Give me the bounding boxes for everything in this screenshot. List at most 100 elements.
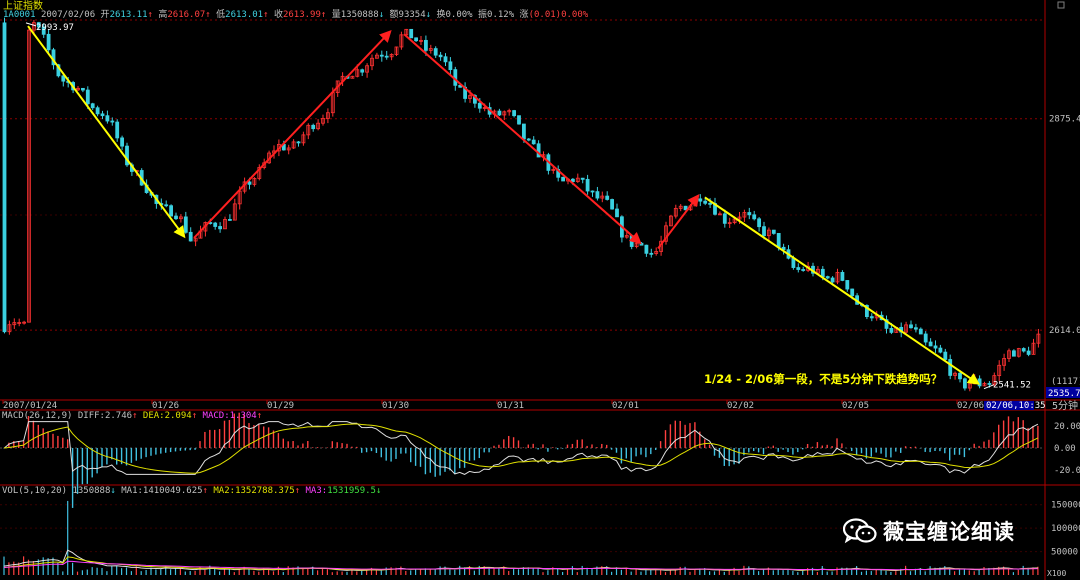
- candle-body: [257, 167, 262, 179]
- candle: [306, 123, 311, 140]
- candle: [193, 237, 198, 247]
- date-label: 02/01: [612, 401, 639, 411]
- watermark-text: 薇宝缠论细读: [883, 520, 1015, 544]
- candle: [399, 31, 404, 50]
- price-marker-label: 2535.70: [1048, 389, 1080, 399]
- candle: [46, 29, 51, 55]
- candle: [928, 338, 933, 347]
- candle: [438, 51, 443, 61]
- candle-body: [649, 252, 654, 255]
- candle: [982, 381, 987, 387]
- arrow-segment-5: [704, 196, 980, 385]
- candle: [1002, 353, 1006, 371]
- candle: [610, 198, 614, 210]
- candle-body: [801, 269, 806, 271]
- candle-body: [953, 372, 957, 376]
- amount-value: 93354: [398, 10, 426, 20]
- candle-body: [12, 322, 17, 326]
- candle: [394, 46, 399, 57]
- candle: [678, 204, 683, 212]
- candle-body: [193, 237, 198, 242]
- price-marker-box: [1046, 387, 1080, 398]
- candle: [615, 203, 619, 218]
- candle-body: [188, 231, 193, 242]
- candle-body: [958, 372, 962, 380]
- date-label: 01/26: [152, 401, 179, 411]
- candle-body: [404, 28, 409, 36]
- candle-body: [1021, 348, 1026, 352]
- candle-body: [791, 257, 796, 268]
- candle: [595, 186, 600, 201]
- candle: [845, 280, 850, 292]
- candle-body: [105, 115, 110, 122]
- candle-body: [389, 54, 394, 58]
- candlestick-series: [2, 17, 1041, 392]
- candle-body: [605, 195, 610, 200]
- chart-title: 上证指数: [3, 1, 43, 12]
- candle: [884, 315, 889, 334]
- candle-body: [703, 200, 708, 204]
- candle: [257, 164, 262, 181]
- open-value: 2613.11: [109, 10, 148, 20]
- candle: [17, 318, 22, 327]
- turnover-value: 0.00%: [445, 10, 473, 20]
- candle: [2, 17, 7, 334]
- candle: [556, 165, 561, 182]
- candle-body: [664, 225, 668, 242]
- candle: [835, 268, 840, 285]
- arrow-segment-3: [403, 33, 642, 245]
- candle: [639, 241, 644, 246]
- candle-body: [36, 22, 41, 28]
- candle-body: [110, 120, 115, 123]
- candle: [512, 109, 516, 118]
- candle: [497, 108, 502, 117]
- candle-body: [85, 89, 90, 105]
- candle: [943, 348, 948, 362]
- arrow-segment-1: [27, 25, 186, 239]
- candle: [389, 53, 394, 61]
- candle: [551, 166, 556, 174]
- candle-body: [600, 195, 605, 199]
- candle-body: [384, 55, 389, 58]
- candle-body: [850, 288, 855, 297]
- macd-tick-label: 0.00: [1054, 444, 1076, 454]
- low-value: 2613.01: [225, 10, 264, 20]
- candle: [757, 216, 761, 232]
- candle: [115, 119, 120, 142]
- candle-body: [536, 143, 541, 158]
- date-label: 01/31: [497, 401, 524, 411]
- candle: [531, 136, 536, 145]
- candle-body: [840, 271, 845, 281]
- candle: [448, 57, 453, 76]
- cursor-label: 02/06,10:35: [986, 401, 1046, 411]
- candle-body: [394, 46, 399, 55]
- candle-body: [869, 316, 874, 319]
- candle: [953, 371, 957, 380]
- arrow-segment-4: [657, 193, 700, 250]
- candle-body: [865, 304, 869, 318]
- watermark: 薇宝缠论细读: [843, 516, 1015, 546]
- candle: [664, 221, 668, 245]
- candle-body: [595, 191, 600, 199]
- candle: [771, 229, 776, 235]
- candle: [654, 247, 659, 256]
- candle-body: [987, 383, 992, 385]
- candle-body: [884, 319, 889, 329]
- candle: [963, 377, 967, 391]
- candle-body: [370, 57, 374, 67]
- candle: [1016, 347, 1021, 358]
- candle-body: [1016, 348, 1021, 357]
- candle-body: [590, 190, 595, 193]
- date-label: 02/06: [957, 401, 984, 411]
- candle-body: [776, 233, 781, 248]
- candle: [649, 248, 654, 258]
- candle-body: [835, 271, 840, 283]
- candle-body: [409, 28, 414, 39]
- candle-body: [708, 202, 712, 205]
- candle-body: [982, 383, 987, 387]
- macd-tick-label: 20.00: [1054, 422, 1080, 432]
- candle-body: [526, 138, 531, 141]
- ma3-value: 1531959.5: [327, 486, 376, 496]
- candle: [673, 204, 678, 219]
